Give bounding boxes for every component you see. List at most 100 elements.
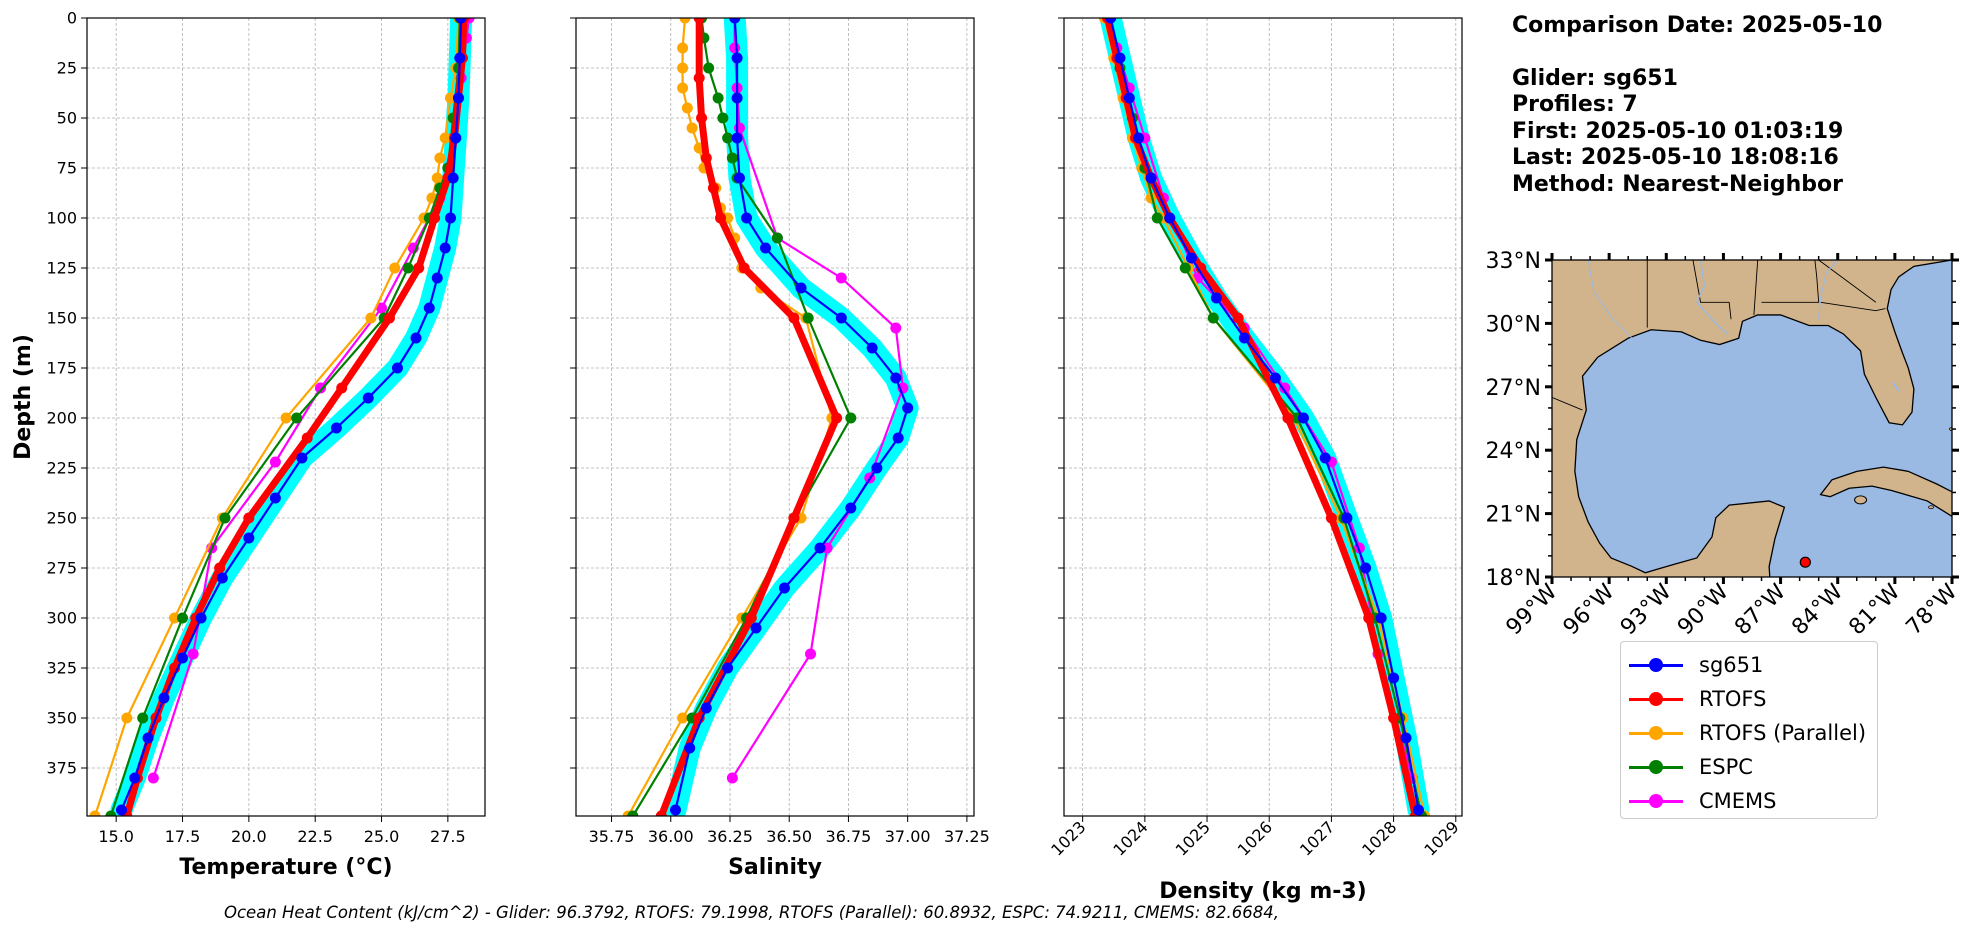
data-point-sg651 [845, 502, 857, 514]
data-point-sg651 [731, 52, 743, 64]
data-point-sg651 [455, 18, 467, 24]
legend-item-cmems: CMEMS [1621, 784, 1877, 818]
data-point-sg651 [431, 272, 443, 284]
data-point-sg651 [269, 492, 281, 504]
y-tick-label: 225 [46, 459, 77, 478]
glider-name: Glider: sg651 [1512, 65, 1678, 91]
data-point-espc [105, 810, 117, 816]
map-lon-label: 87°W [1730, 579, 1791, 640]
data-point-sg651 [731, 132, 743, 144]
y-tick-label: 300 [46, 609, 77, 628]
map-lat-label: 18°N [1486, 566, 1541, 591]
series-rtofs-parallel [89, 18, 464, 816]
data-point-rtofs [655, 810, 667, 816]
legend-swatch-cmems [1629, 791, 1683, 811]
data-point-sg651 [330, 422, 342, 434]
data-point-espc [219, 512, 231, 524]
series-cmems [147, 18, 475, 784]
profile-panel-1: 15.0 17.5 20.0 22.5 25.0 27.5 0 25 50 75 100 125 150… [11, 9, 486, 880]
data-point-sg651 [1105, 18, 1117, 24]
comparison-info: Comparison Date: 2025-05-10 Glider: sg65… [1512, 13, 1882, 198]
lake-okeechobee [1892, 382, 1900, 392]
data-point-sg651 [1360, 562, 1372, 574]
series-line-rtofs-parallel [93, 18, 460, 816]
profile-panel-2: 35.75 36.00 36.25 36.50 36.75 37.00 37.25 Salin… [570, 17, 990, 880]
data-point-cmems [890, 322, 902, 334]
legend-label: RTOFS [1699, 687, 1767, 711]
data-point-sg651 [1145, 172, 1157, 184]
y-axis-label: Depth (m) [11, 334, 36, 460]
series-line-cmems [152, 18, 471, 779]
data-point-cmems [733, 122, 745, 134]
map-lon-label: 78°W [1902, 579, 1963, 640]
x-tick-label: 36.00 [648, 827, 694, 846]
data-point-rtofs [1325, 512, 1337, 524]
data-point-sg651 [391, 362, 403, 374]
y-tick-label: 50 [57, 109, 77, 128]
map-frame [1551, 259, 1953, 578]
data-point-sg651 [158, 692, 170, 704]
data-point-cmems [269, 456, 281, 468]
data-point-rtofs [693, 72, 705, 84]
data-point-sg651 [733, 172, 745, 184]
data-point-rtofs-parallel [89, 810, 101, 816]
y-tick-label: 350 [46, 709, 77, 728]
data-point-rtofs [1195, 262, 1207, 274]
axes-frame [1063, 17, 1463, 817]
y-tick-label: 125 [46, 259, 77, 278]
data-point-rtofs-parallel [677, 62, 689, 74]
data-point-rtofs [1363, 612, 1375, 624]
cuba [1819, 466, 1952, 518]
map-lat-label: 30°N [1486, 312, 1541, 337]
map-area [1552, 260, 1952, 577]
data-point-rtofs [1282, 412, 1294, 424]
x-tick-label: 36.50 [766, 827, 812, 846]
political-border [1761, 260, 1820, 303]
legend-swatch-espc [1629, 757, 1683, 777]
data-point-rtofs-parallel [121, 712, 133, 724]
series-sg651 [115, 18, 467, 816]
map-lat-label: 27°N [1486, 376, 1541, 401]
data-point-rtofs-parallel [686, 122, 698, 134]
data-point-rtofs [243, 512, 255, 524]
interpolation-method: Method: Nearest-Neighbor [1512, 171, 1843, 197]
y-tick-label: 100 [46, 209, 77, 228]
ocean-heat-content-footer: Ocean Heat Content (kJ/cm^2) - Glider: 9… [224, 903, 1280, 922]
y-tick-label: 250 [46, 509, 77, 528]
x-tick-label: 1023 [1047, 817, 1089, 859]
data-point-sg651 [195, 612, 207, 624]
comparison-date: Comparison Date: 2025-05-10 [1512, 13, 1883, 38]
data-point-rtofs-parallel [445, 92, 457, 104]
data-point-sg651 [445, 212, 457, 224]
data-point-sg651 [760, 242, 772, 254]
legend-item-espc: ESPC [1621, 750, 1877, 784]
axes-frame [86, 17, 486, 817]
x-tick-label: 17.5 [165, 827, 201, 846]
map-lat-label: 33°N [1486, 249, 1541, 274]
data-point-sg651 [447, 172, 459, 184]
legend-item-rtofs: RTOFS [1621, 682, 1877, 716]
data-point-rtofs [383, 312, 395, 324]
data-point-espc [137, 712, 149, 724]
map-lat-label: 24°N [1486, 439, 1541, 464]
data-point-cmems [805, 648, 817, 660]
y-tick-label: 175 [46, 359, 77, 378]
map-lon-label: 93°W [1616, 579, 1677, 640]
data-point-sg651 [1297, 412, 1309, 424]
legend-swatch-rtofs [1629, 689, 1683, 709]
data-point-sg651 [452, 92, 464, 104]
y-tick-label: 25 [57, 59, 77, 78]
x-axis-label: Salinity [728, 855, 822, 880]
data-point-rtofs [738, 262, 750, 274]
data-point-sg651 [243, 532, 255, 544]
data-point-sg651 [115, 804, 127, 816]
data-point-rtofs [336, 382, 348, 394]
data-point-rtofs [831, 412, 843, 424]
data-point-rtofs-parallel [677, 712, 689, 724]
y-tick-label: 375 [46, 759, 77, 778]
data-point-rtofs [707, 182, 719, 194]
series-line-sg651 [1109, 18, 1420, 811]
data-point-rtofs [429, 212, 441, 224]
data-point-sg651 [700, 702, 712, 714]
data-point-sg651 [129, 772, 141, 784]
